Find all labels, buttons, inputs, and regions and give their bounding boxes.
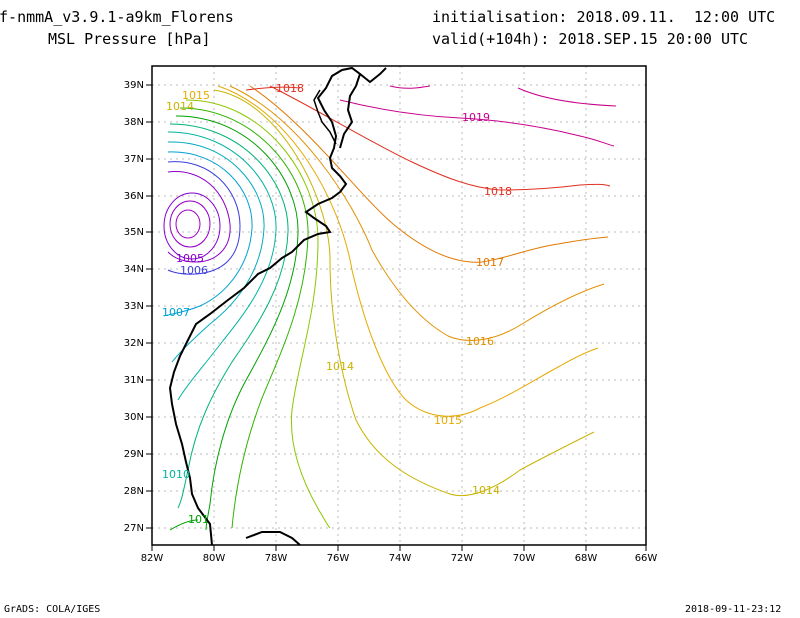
isobar-small [389, 85, 431, 89]
coastline-bahamas [245, 531, 301, 546]
valid-time: valid(+104h): 2018.SEP.15 20:00 UTC [432, 30, 749, 48]
isobar-1019 [339, 99, 615, 147]
contour-label: 101 [188, 513, 209, 526]
lat-label: 31N [124, 375, 144, 386]
contour-label: 1014 [472, 484, 500, 497]
isobar-1015 [217, 85, 599, 417]
lon-label: 74W [389, 553, 412, 564]
lon-label: 66W [635, 553, 658, 564]
coastline [168, 66, 362, 546]
contour-labels: 1005 1006 1007 1010 101 1014 1015 1014 1… [162, 82, 512, 526]
lon-label: 82W [141, 553, 164, 564]
init-time: initialisation: 2018.09.11. 12:00 UTC [432, 8, 776, 26]
lat-label: 34N [124, 264, 144, 275]
isobar-1013 [185, 99, 331, 529]
isobar-1007 [163, 151, 253, 317]
lat-label: 38N [124, 117, 144, 128]
lat-label: 35N [124, 227, 144, 238]
isobar-low-core [175, 209, 201, 239]
isobar-1019-north [517, 87, 617, 107]
contour-label: 1017 [476, 256, 504, 269]
isobar-1018 [269, 85, 611, 191]
lon-label: 76W [327, 553, 350, 564]
lat-label: 32N [124, 338, 144, 349]
lon-axis: 82W 80W 78W 76W 74W 72W 70W 68W 66W [141, 545, 658, 564]
contour-label: 1014 [326, 360, 354, 373]
contour-label: 1019 [462, 111, 490, 124]
isobar-1011-south [169, 519, 199, 531]
footer-timestamp: 2018-09-11-23:12 [685, 604, 782, 615]
grid-lines [152, 66, 646, 545]
contour-label: 1006 [180, 264, 208, 277]
lon-label: 72W [451, 553, 474, 564]
isobar-1011 [175, 115, 299, 531]
lat-label: 33N [124, 301, 144, 312]
contour-label: 1018 [276, 82, 304, 95]
contour-label: 1015 [434, 414, 462, 427]
isobar-1005 [167, 171, 231, 263]
lat-label: 36N [124, 191, 144, 202]
field-title: MSL Pressure [hPa] [48, 30, 211, 48]
isobar-1012 [179, 107, 309, 529]
contour-label: 1014 [166, 100, 194, 113]
isobar-low-3 [163, 192, 221, 260]
contour-label: 1007 [162, 306, 190, 319]
footer-credit: GrADS: COLA/IGES [4, 604, 101, 615]
contour-label: 1018 [484, 185, 512, 198]
lat-label: 27N [124, 523, 144, 534]
lon-label: 80W [203, 553, 226, 564]
contour-label: 1010 [162, 468, 190, 481]
contour-label: 1015 [182, 89, 210, 102]
lon-label: 68W [575, 553, 598, 564]
isobar-1017 [249, 85, 609, 263]
lon-label: 70W [513, 553, 536, 564]
isobar-1018-north [245, 86, 301, 91]
contour-label: 1016 [466, 335, 494, 348]
contour-label: 1005 [176, 252, 204, 265]
isobar-1008 [167, 141, 265, 363]
lat-label: 29N [124, 449, 144, 460]
lat-label: 30N [124, 412, 144, 423]
isobar-1016 [229, 85, 605, 341]
isobar-1006 [167, 161, 241, 275]
lat-axis: 27N 28N 29N 30N 31N 32N 33N 34N 35N 36N … [124, 80, 152, 534]
lat-label: 39N [124, 80, 144, 91]
lat-label: 28N [124, 486, 144, 497]
lat-label: 37N [124, 154, 144, 165]
coastline-bay [313, 89, 337, 145]
lon-label: 78W [265, 553, 288, 564]
isobar-low-2 [169, 200, 211, 248]
model-title: rf-nmmA_v3.9.1-a9km_Florens [0, 8, 234, 26]
isobar-1014 [213, 89, 595, 496]
coastline-north [359, 67, 387, 84]
